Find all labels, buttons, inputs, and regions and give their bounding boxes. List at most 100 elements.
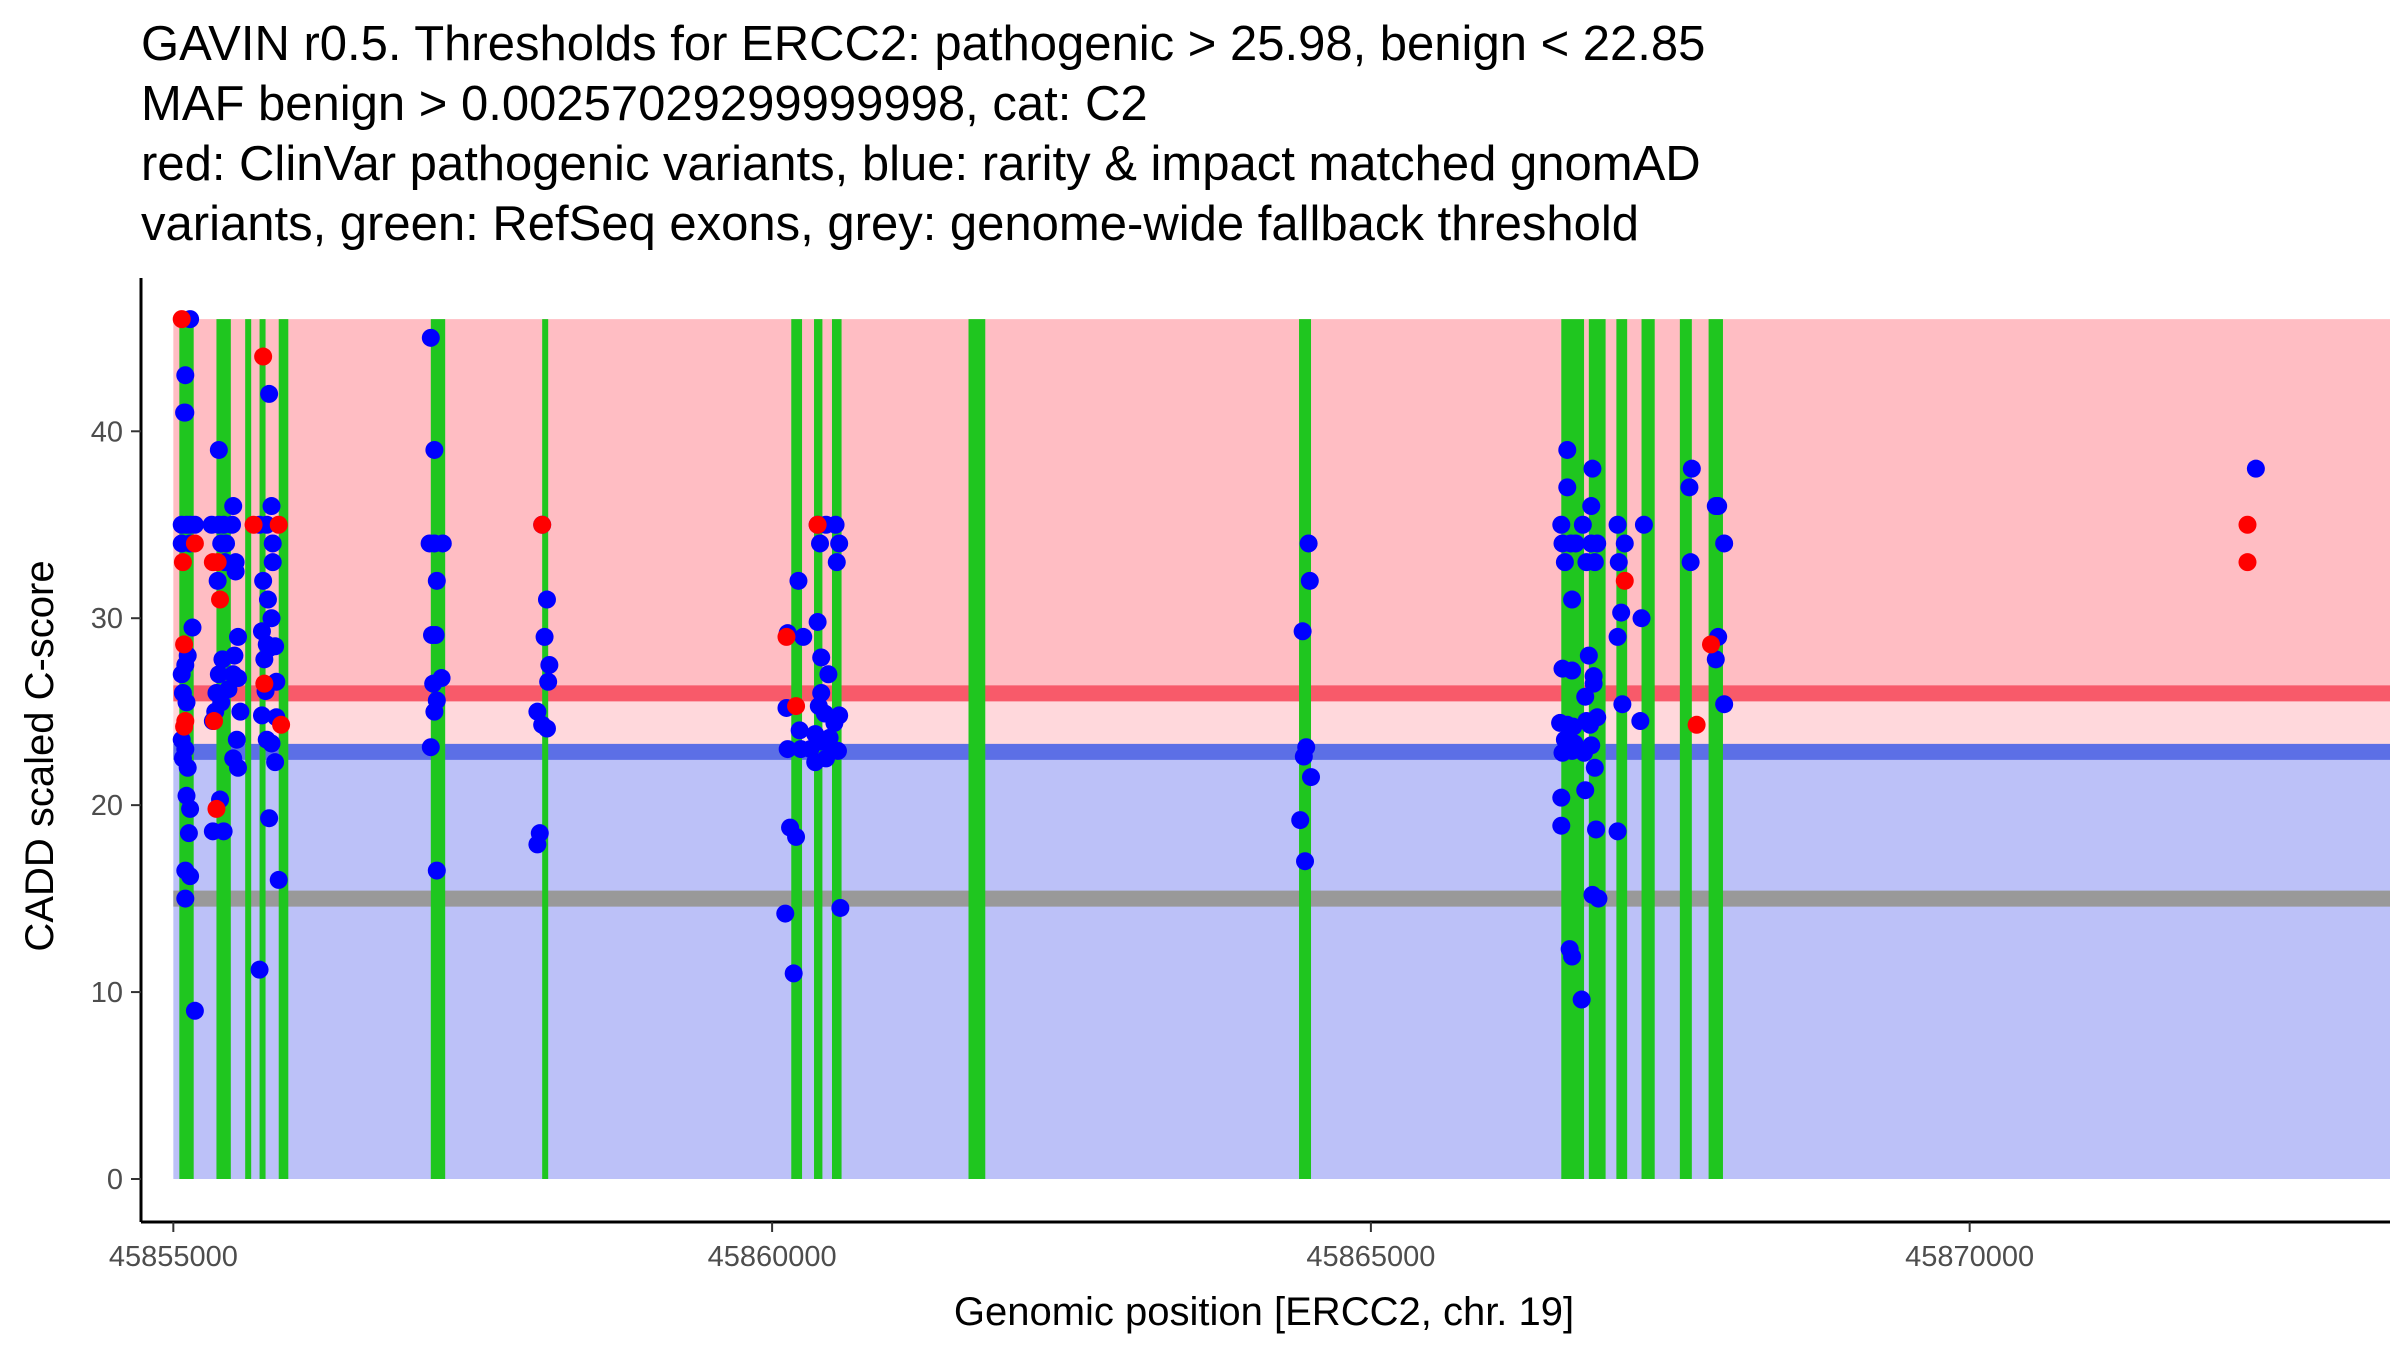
gnomad-variant-point — [262, 497, 281, 516]
title-line-1: GAVIN r0.5. Thresholds for ERCC2: pathog… — [141, 17, 1706, 71]
gnomad-variant-point — [176, 889, 195, 908]
gnomad-variant-point — [229, 627, 248, 646]
gnomad-variant-point — [1589, 889, 1608, 908]
gnomad-variant-point — [811, 732, 830, 751]
gnomad-variant-point — [260, 384, 279, 403]
gnomad-variant-point — [425, 702, 444, 721]
gnomad-variant-point — [424, 674, 443, 693]
gnomad-variant-point — [811, 534, 830, 553]
gnomad-variant-point — [225, 646, 244, 665]
gnomad-variant-point — [1631, 712, 1650, 731]
axes: 0 10 20 30 40 45855000 45860000 45865000 4587000… — [91, 278, 2390, 1273]
pathogenic-variant-point — [172, 310, 191, 329]
gnomad-variant-point — [185, 515, 204, 534]
gnomad-variant-point — [421, 738, 440, 757]
gnomad-variant-point — [808, 612, 827, 631]
gnomad-variant-point — [540, 655, 559, 674]
gnomad-variant-point — [1552, 816, 1571, 835]
gnomad-variant-point — [260, 809, 279, 828]
gnomad-variant-point — [812, 648, 831, 667]
gnomad-variant-point — [1563, 590, 1582, 609]
exon-bar — [1679, 319, 1692, 1180]
y-tick-label: 10 — [91, 977, 123, 1009]
gnomad-variant-point — [1579, 646, 1598, 665]
pathogenic-variant-point — [787, 697, 806, 716]
gnomad-variant-point — [427, 861, 446, 880]
gnomad-variant-point — [784, 964, 803, 983]
gnomad-variant-point — [209, 440, 228, 459]
exon-bar — [542, 319, 549, 1180]
exon-bar — [245, 319, 252, 1180]
gnomad-variant-point — [1575, 743, 1594, 762]
exon-bar — [1708, 319, 1723, 1180]
gnomad-variant-point — [1300, 571, 1319, 590]
gnomad-variant-point — [819, 665, 838, 684]
gnomad-variant-point — [250, 960, 269, 979]
gnomad-variant-point — [269, 870, 288, 889]
gnomad-variant-point — [1566, 534, 1585, 553]
gnomad-variant-point — [425, 440, 444, 459]
gnomad-variant-point — [224, 497, 243, 516]
gnomad-variant-point — [421, 328, 440, 347]
gnomad-variant-point — [1576, 687, 1595, 706]
gnomad-variant-point — [1608, 515, 1627, 534]
pathogenic-variant-point — [1687, 715, 1706, 734]
gnomad-variant-point — [1613, 695, 1632, 714]
gnomad-variant-point — [1608, 822, 1627, 841]
gnomad-variant-point — [181, 867, 200, 886]
pathogenic-variant-point — [1701, 635, 1720, 654]
pathogenic-variant-point — [1615, 571, 1634, 590]
gnomad-variant-point — [252, 706, 271, 725]
gnomad-variant-point — [1552, 515, 1571, 534]
gnomad-variant-point — [176, 403, 195, 422]
pathogenic-variant-point — [185, 534, 204, 553]
exon-bar — [259, 319, 266, 1180]
gnomad-variant-point — [825, 713, 844, 732]
gnomad-variant-point — [263, 553, 282, 572]
pathogenic-variant-point — [808, 515, 827, 534]
gnomad-variant-point — [537, 590, 556, 609]
gnomad-variant-point — [258, 590, 277, 609]
gnomad-variant-point — [1585, 758, 1604, 777]
exon-bar — [216, 319, 231, 1180]
y-tick-label: 0 — [107, 1164, 123, 1196]
gnomad-variant-point — [266, 753, 285, 772]
variant-points — [172, 310, 2265, 1020]
x-tick-label: 45865000 — [1306, 1241, 1435, 1273]
gnomad-variant-point — [1612, 603, 1631, 622]
pathogenic-variant-point — [2238, 515, 2257, 534]
gnomad-variant-point — [426, 626, 445, 645]
pathogenic-variant-point — [211, 590, 230, 609]
gnomad-variant-point — [1296, 852, 1315, 871]
pathogenic-variant-point — [175, 717, 194, 736]
gnomad-variant-point — [1294, 747, 1313, 766]
gnomad-variant-point — [831, 898, 850, 917]
gnomad-variant-point — [1588, 534, 1607, 553]
gnomad-variant-point — [226, 553, 245, 572]
gnomad-variant-point — [214, 822, 233, 841]
pathogenic-variant-point — [777, 627, 796, 646]
gnomad-variant-point — [1293, 622, 1312, 641]
pathogenic-variant-point — [207, 799, 226, 818]
gnomad-variant-point — [1715, 695, 1734, 714]
chart-title: GAVIN r0.5. Thresholds for ERCC2: pathog… — [141, 14, 2381, 254]
gnomad-variant-point — [787, 827, 806, 846]
x-tick-label: 45870000 — [1905, 1241, 2034, 1273]
pathogenic-variant-point — [254, 347, 273, 366]
gnomad-variant-point — [1584, 674, 1603, 693]
gnomad-variant-point — [427, 571, 446, 590]
gnomad-variant-point — [254, 571, 273, 590]
gnomad-variant-point — [789, 571, 808, 590]
gnomad-variant-point — [1558, 440, 1577, 459]
gnomad-variant-point — [776, 904, 795, 923]
gnomad-variant-point — [177, 693, 196, 712]
gnomad-variant-point — [830, 534, 849, 553]
gnomad-variant-point — [1587, 820, 1606, 839]
gnomad-variant-point — [231, 702, 250, 721]
pathogenic-variant-point — [208, 553, 227, 572]
gnomad-variant-point — [1608, 627, 1627, 646]
gnomad-variant-point — [227, 730, 246, 749]
exon-bar — [1641, 319, 1655, 1180]
exon-bar — [1616, 319, 1628, 1180]
